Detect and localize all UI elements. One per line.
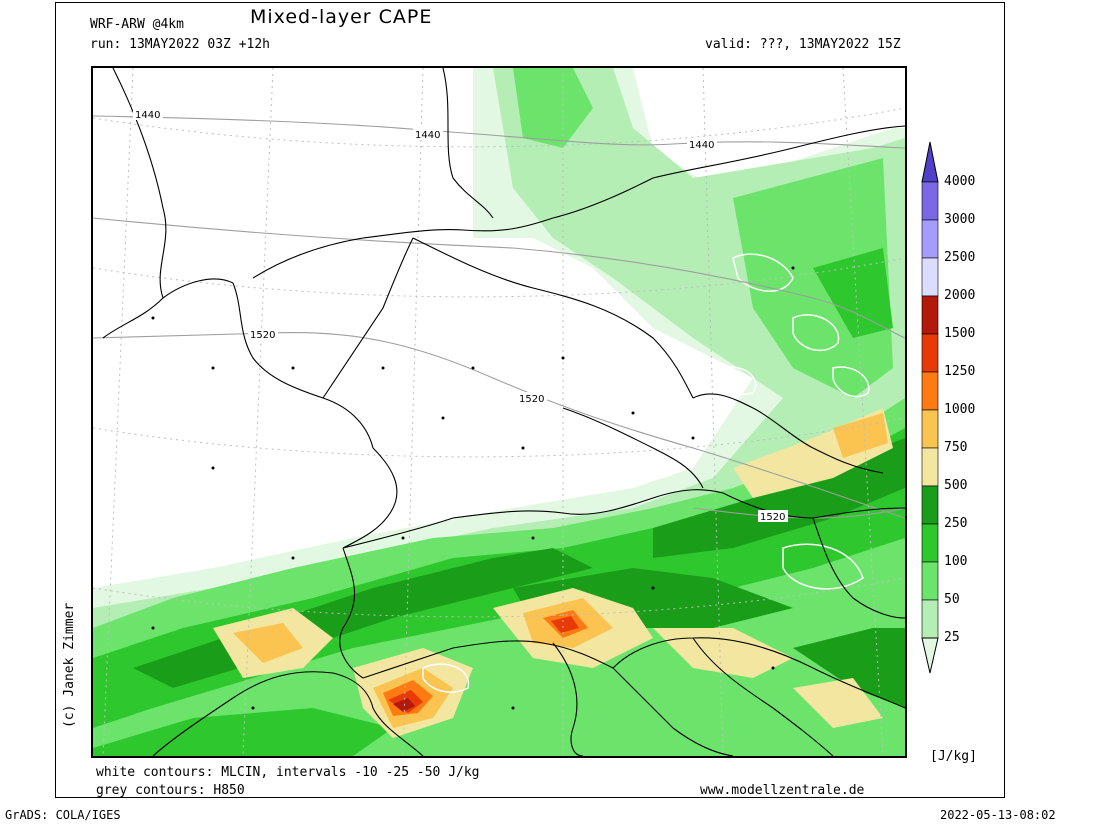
colorbar-cell bbox=[921, 447, 939, 487]
h850-grey-contours bbox=[93, 115, 905, 519]
colorbar-cell bbox=[921, 181, 939, 221]
colorbar-cap-bottom bbox=[921, 637, 939, 674]
colorbar-tick-label: 750 bbox=[944, 440, 968, 455]
footer-white-contours: white contours: MLCIN, intervals -10 -25… bbox=[96, 765, 480, 780]
run-label: run: 13MAY2022 03Z +12h bbox=[90, 37, 271, 52]
colorbar-cell bbox=[921, 295, 939, 335]
colorbar-cell bbox=[921, 485, 939, 525]
mlcin-white-contours bbox=[422, 253, 870, 693]
colorbar-tick-label: 2500 bbox=[944, 250, 976, 265]
colorbar-cap-top bbox=[921, 141, 939, 183]
colorbar-tick-label: 2000 bbox=[944, 288, 976, 303]
colorbar-unit: [J/kg] bbox=[930, 749, 977, 764]
software-label: GrADS: COLA/IGES bbox=[5, 808, 121, 822]
colorbar-cell bbox=[921, 561, 939, 601]
contour-label-1520-west: 1520 bbox=[250, 330, 275, 341]
contour-label-1520-east: 1520 bbox=[760, 512, 785, 523]
colorbar-tick-label: 100 bbox=[944, 554, 968, 569]
contour-label-1520-center: 1520 bbox=[519, 394, 544, 405]
valid-label: valid: ???, 13MAY2022 15Z bbox=[705, 37, 901, 52]
colorbar-tick-label: 1000 bbox=[944, 402, 976, 417]
city-dots bbox=[151, 266, 795, 710]
plot-frame bbox=[55, 2, 1005, 798]
cape-map: 1440 1440 1440 1520 1520 1520 bbox=[91, 66, 907, 758]
colorbar-tick-label: 250 bbox=[944, 516, 968, 531]
contour-label-1440-north: 1440 bbox=[415, 130, 440, 141]
coastlines-borders bbox=[102, 68, 905, 756]
colorbar-tick-label: 50 bbox=[944, 592, 960, 607]
contour-label-1440-east: 1440 bbox=[689, 140, 714, 151]
colorbar-tick-label: 1500 bbox=[944, 326, 976, 341]
footer-grey-contours: grey contours: H850 bbox=[96, 783, 245, 798]
website-link[interactable]: www.modellzentrale.de bbox=[700, 783, 865, 798]
credit-label: (c) Janek Zimmer bbox=[62, 602, 77, 728]
page-title: Mixed-layer CAPE bbox=[250, 6, 433, 28]
colorbar bbox=[921, 141, 939, 674]
colorbar-cell bbox=[921, 409, 939, 449]
colorbar-tick-label: 1250 bbox=[944, 364, 976, 379]
colorbar-tick-label: 4000 bbox=[944, 174, 976, 189]
contour-label-1440-west: 1440 bbox=[135, 110, 160, 121]
colorbar-tick-label: 25 bbox=[944, 630, 960, 645]
model-label: WRF-ARW @4km bbox=[90, 17, 184, 32]
colorbar-cell bbox=[921, 257, 939, 297]
colorbar-cell bbox=[921, 333, 939, 373]
colorbar-cell bbox=[921, 599, 939, 639]
colorbar-cell bbox=[921, 371, 939, 411]
timestamp-label: 2022-05-13-08:02 bbox=[940, 808, 1056, 822]
colorbar-cell bbox=[921, 219, 939, 259]
graticule bbox=[93, 68, 905, 756]
colorbar-cell bbox=[921, 523, 939, 563]
colorbar-tick-label: 500 bbox=[944, 478, 968, 493]
colorbar-tick-label: 3000 bbox=[944, 212, 976, 227]
